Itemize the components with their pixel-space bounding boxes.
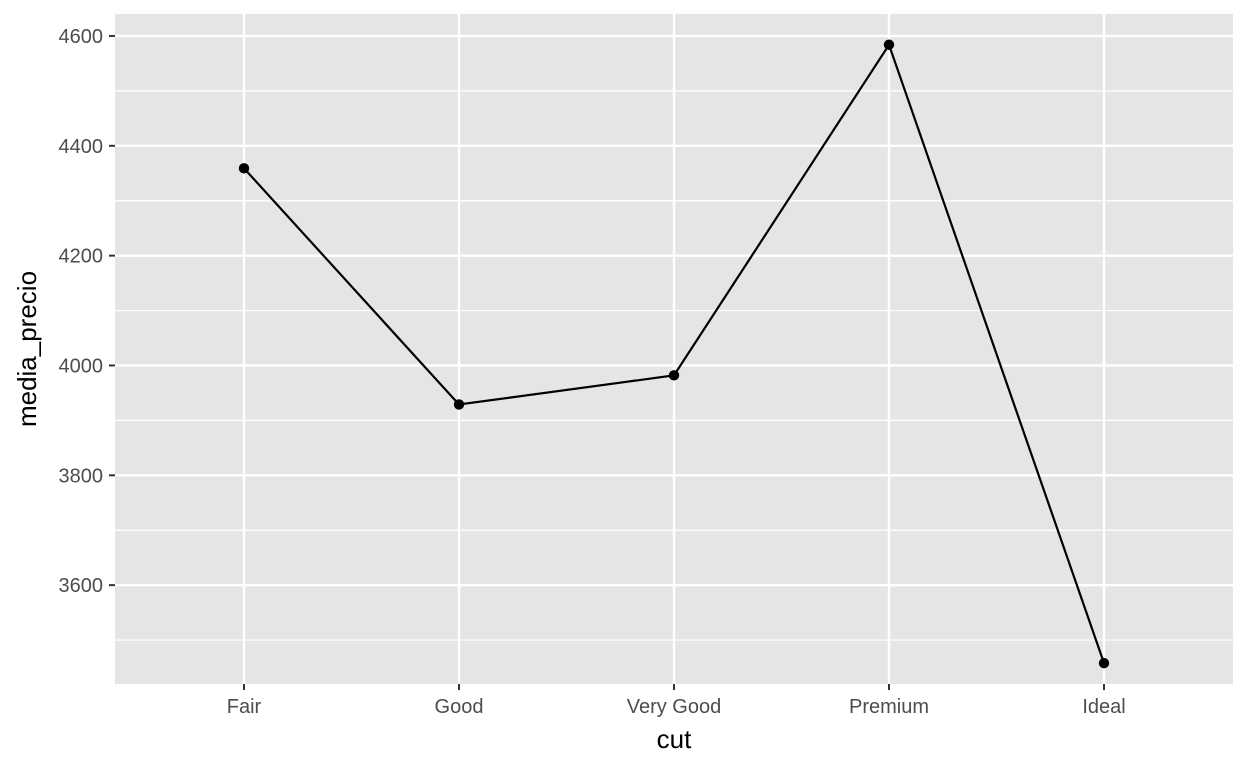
major-gridlines (115, 14, 1233, 684)
y-tick-label: 3800 (59, 465, 104, 487)
y-axis-title: media_precio (12, 271, 42, 427)
x-tick-label: Premium (849, 696, 929, 718)
y-tick-label: 4400 (59, 136, 104, 158)
data-points (238, 39, 1110, 669)
data-point (238, 163, 250, 174)
data-point (883, 39, 895, 50)
x-tick-label: Fair (227, 696, 262, 718)
data-point (1098, 657, 1110, 669)
y-tick-label: 3600 (59, 575, 104, 597)
x-axis-title: cut (657, 724, 692, 754)
y-tick-label: 4200 (59, 246, 104, 268)
y-tick-label: 4000 (59, 355, 104, 377)
x-axis: Fair Good Very Good Premium Ideal (227, 684, 1126, 718)
x-tick-label: Ideal (1082, 696, 1125, 718)
data-point (668, 370, 680, 381)
x-tick-label: Good (435, 696, 484, 718)
data-point (453, 399, 465, 410)
y-axis: 3600 3800 4000 4200 4400 4600 (59, 26, 115, 597)
y-tick-label: 4600 (59, 26, 104, 48)
x-tick-label: Very Good (627, 696, 722, 718)
